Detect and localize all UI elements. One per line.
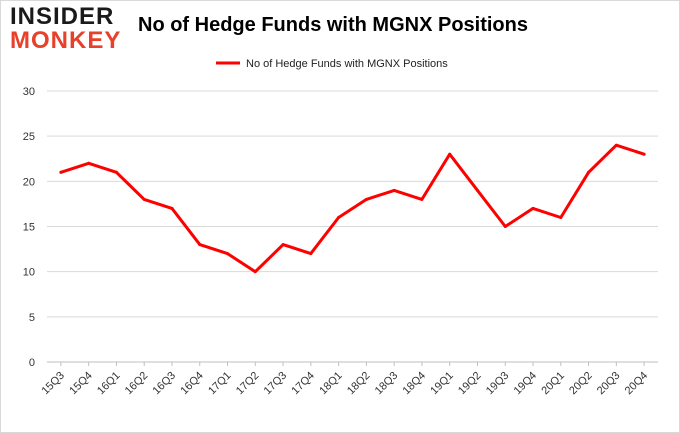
y-tick-label: 10 [23, 267, 35, 279]
x-tick-label: 16Q2 [123, 370, 151, 398]
data-point [198, 243, 202, 247]
y-tick-label: 5 [29, 312, 35, 324]
insider-monkey-logo: INSIDER MONKEY [10, 4, 130, 56]
data-point [337, 215, 341, 219]
x-tick-label: 20Q4 [623, 370, 651, 398]
x-tick-label: 18Q2 [345, 370, 373, 398]
data-point [281, 243, 285, 247]
x-tick-label: 19Q1 [428, 370, 456, 398]
data-point [392, 188, 396, 192]
y-axis-ticks: 0 5 10 15 20 25 30 [23, 86, 35, 369]
x-tick-label: 18Q4 [401, 370, 429, 398]
data-point [614, 143, 618, 147]
data-point [475, 188, 479, 192]
y-tick-label: 20 [23, 176, 35, 188]
x-tick-label: 16Q3 [151, 370, 179, 398]
x-tick-label: 19Q3 [484, 370, 512, 398]
data-point [87, 161, 91, 165]
data-point [531, 206, 535, 210]
x-tick-label: 16Q4 [178, 370, 206, 398]
y-tick-label: 25 [23, 131, 35, 143]
x-tick-label: 18Q1 [317, 370, 345, 398]
x-tick-label: 19Q4 [512, 370, 540, 398]
x-tick-label: 16Q1 [95, 370, 123, 398]
y-tick-label: 30 [23, 86, 35, 98]
x-tick-label: 20Q1 [539, 370, 567, 398]
legend-label: No of Hedge Funds with MGNX Positions [246, 58, 448, 70]
x-tick-label: 15Q3 [39, 370, 67, 398]
x-axis-ticks: 15Q3 15Q4 16Q1 16Q2 16Q3 16Q4 17Q1 17Q2 17Q3 17Q4… [39, 362, 650, 397]
data-point [59, 170, 63, 174]
x-tick-label: 17Q4 [289, 370, 317, 398]
y-tick-label: 15 [23, 222, 35, 234]
series-layer [59, 143, 646, 274]
chart-title: No of Hedge Funds with MGNX Positions [138, 14, 528, 36]
data-point [226, 252, 230, 256]
data-point [170, 206, 174, 210]
data-point [642, 152, 646, 156]
x-tick-label: 15Q4 [67, 370, 95, 398]
series-line [59, 143, 646, 274]
data-point [309, 252, 313, 256]
logo-line-2: MONKEY [10, 27, 122, 54]
gridlines [47, 90, 658, 363]
y-tick-label: 0 [29, 357, 35, 369]
x-tick-label: 19Q2 [456, 370, 484, 398]
data-point [559, 215, 563, 219]
data-point [503, 225, 507, 228]
data-point [448, 152, 452, 156]
data-point [142, 197, 146, 201]
legend: No of Hedge Funds with MGNX Positions [216, 58, 448, 70]
logo-line-1: INSIDER [10, 3, 115, 30]
data-point [420, 197, 424, 201]
x-tick-label: 17Q2 [234, 370, 262, 398]
x-tick-label: 17Q1 [206, 370, 234, 398]
x-tick-label: 20Q3 [595, 370, 623, 398]
data-point [364, 197, 368, 201]
x-tick-label: 20Q2 [567, 370, 595, 398]
x-tick-label: 17Q3 [262, 370, 290, 398]
data-point [253, 270, 257, 274]
data-point [114, 170, 118, 174]
data-point [587, 170, 591, 174]
x-tick-label: 18Q3 [373, 370, 401, 398]
